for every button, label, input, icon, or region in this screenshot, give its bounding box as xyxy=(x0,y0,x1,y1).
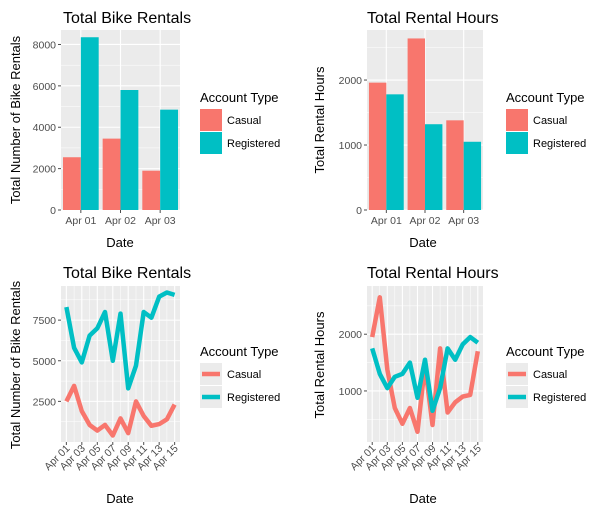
legend-label: Registered xyxy=(227,392,280,404)
legend-key-registered xyxy=(200,132,222,154)
y-axis-title: Total Number of Bike Rentals xyxy=(8,35,23,204)
x-tick-label: Apr 03 xyxy=(145,215,176,227)
y-axis-title: Total Number of Bike Rentals xyxy=(8,280,23,449)
x-tick-label: Apr 02 xyxy=(105,215,136,227)
legend-title: Account Type xyxy=(200,90,279,105)
legend-label: Casual xyxy=(227,115,261,127)
chart-title: Total Rental Hours xyxy=(367,10,499,27)
bar-registered-apr-03 xyxy=(160,109,179,210)
chart-title: Total Bike Rentals xyxy=(63,265,191,282)
bar-registered-apr-03 xyxy=(463,141,482,210)
bar-casual-apr-02 xyxy=(102,138,121,210)
legend-key-casual xyxy=(200,109,222,131)
y-axis-title: Total Rental Hours xyxy=(312,66,327,173)
x-tick-label: Apr 03 xyxy=(448,215,479,227)
y-tick-label: 0 xyxy=(50,205,56,217)
legend: Account Type Casual Registered xyxy=(200,344,280,408)
x-tick-label: Apr 01 xyxy=(371,215,402,227)
legend-label: Casual xyxy=(533,369,567,381)
x-axis-title: Date xyxy=(409,235,436,250)
x-axis-title: Date xyxy=(106,235,133,250)
legend-title: Account Type xyxy=(506,344,585,359)
chart-2: 0 1000 2000 Apr 01 Apr 02 Apr 03 Total Rental … xyxy=(312,10,586,250)
y-tick-label: 2000 xyxy=(339,75,363,87)
y-tick-label: 2000 xyxy=(33,164,57,176)
line-registered xyxy=(370,334,480,414)
bar-registered-apr-01 xyxy=(386,94,404,210)
legend-title: Account Type xyxy=(200,344,279,359)
bar-casual-apr-01 xyxy=(368,82,387,210)
bar-registered-apr-02 xyxy=(425,124,443,210)
y-tick-label: 1000 xyxy=(339,386,363,398)
x-tick-label: Apr 01 xyxy=(65,215,96,227)
y-tick-label: 8000 xyxy=(33,39,57,51)
bar-casual-apr-03 xyxy=(446,120,464,210)
x-axis-title: Date xyxy=(106,491,133,506)
legend-label: Registered xyxy=(533,138,586,150)
y-axis-title: Total Rental Hours xyxy=(312,311,327,418)
y-tick-label: 7500 xyxy=(33,315,57,327)
x-tick-label: Apr 02 xyxy=(410,215,441,227)
y-tick-label: 4000 xyxy=(33,122,57,134)
legend-label: Casual xyxy=(227,369,261,381)
bar-casual-apr-02 xyxy=(407,38,425,210)
chart-title: Total Bike Rentals xyxy=(63,10,191,27)
y-tick-label: 0 xyxy=(356,205,362,217)
y-tick-label: 2500 xyxy=(33,396,57,408)
legend-key-registered xyxy=(506,132,528,154)
legend-label: Casual xyxy=(533,115,567,127)
chart-1: 0 2000 4000 6000 8000 Apr 01 Apr 02 Apr 03 Total… xyxy=(8,10,280,250)
legend-label: Registered xyxy=(227,138,280,150)
y-tick-label: 5000 xyxy=(33,356,57,368)
bar-casual-apr-03 xyxy=(142,170,161,210)
y-tick-label: 1000 xyxy=(339,140,363,152)
y-tick-label: 6000 xyxy=(33,81,57,93)
bar-registered-apr-02 xyxy=(120,90,139,210)
legend: Account Type Casual Registered xyxy=(506,90,586,154)
legend-key-casual xyxy=(506,109,528,131)
legend-title: Account Type xyxy=(506,90,585,105)
line-casual xyxy=(64,383,177,438)
legend-label: Registered xyxy=(533,392,586,404)
line-registered xyxy=(64,290,176,391)
chart-title: Total Rental Hours xyxy=(367,265,499,282)
bar-registered-apr-01 xyxy=(80,37,99,210)
x-axis-title: Date xyxy=(409,491,436,506)
y-tick-label: 2000 xyxy=(339,329,363,341)
legend: Account Type Casual Registered xyxy=(200,90,280,154)
bar-casual-apr-01 xyxy=(62,157,81,210)
legend: Account Type Casual Registered xyxy=(506,344,586,408)
